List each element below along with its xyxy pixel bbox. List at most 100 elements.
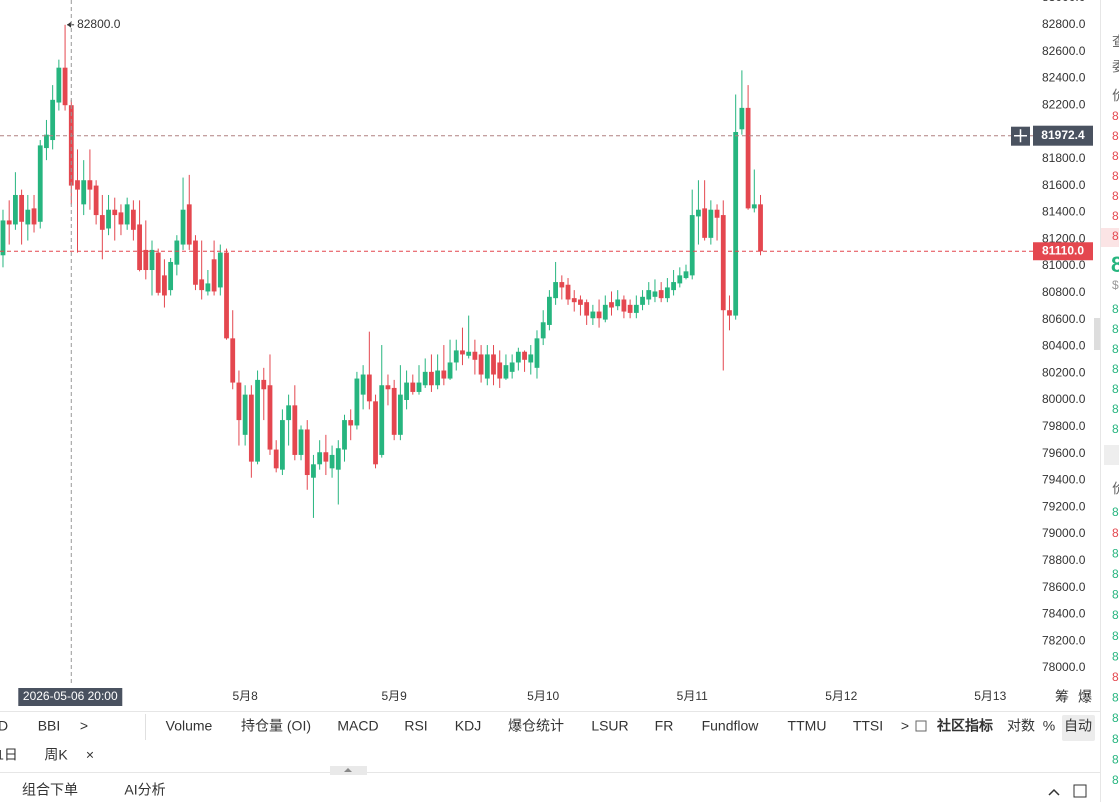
candle-body <box>75 180 80 190</box>
bid-price: 8 <box>1112 382 1119 396</box>
candle-body <box>714 209 720 218</box>
bid-price: 8 <box>1112 322 1119 336</box>
panel-button[interactable] <box>1104 445 1119 465</box>
candle-body <box>484 354 490 379</box>
toolbar-item[interactable]: FR <box>655 718 674 734</box>
candle-body <box>224 252 229 339</box>
candle-body <box>248 394 254 462</box>
axis-tool[interactable]: 筹 <box>1055 689 1069 705</box>
candle-body <box>410 382 416 392</box>
candle-body <box>615 299 621 307</box>
x-tick-label: 5月12 <box>825 689 857 703</box>
candle-body <box>745 107 751 209</box>
candle-body <box>652 291 658 297</box>
crosshair-date-box <box>18 688 123 706</box>
bottom-tab[interactable]: AI分析 <box>124 782 165 798</box>
y-tick-label: 78800.0 <box>1042 553 1086 567</box>
trade-price: 8 <box>1112 629 1119 643</box>
trade-price: 8 <box>1112 608 1119 622</box>
candle-body <box>360 374 366 395</box>
candle-body <box>242 394 248 435</box>
y-tick-label: 79200.0 <box>1042 499 1086 513</box>
candle-body <box>696 209 701 217</box>
candle-body <box>435 370 441 386</box>
toolbar-item[interactable]: 爆仓统计 <box>508 718 564 734</box>
toolbar-item[interactable]: RSI <box>404 718 427 734</box>
crosshair-date-label: 2026-05-06 20:00 <box>23 689 118 703</box>
toolbar-item[interactable]: MACD <box>337 718 378 734</box>
candle-body <box>590 311 596 319</box>
candle-body <box>683 271 689 279</box>
candle-body <box>429 371 434 386</box>
candle-body <box>87 180 93 190</box>
candle-body <box>267 385 273 450</box>
toolbar-item[interactable]: > <box>901 718 909 734</box>
candle-body <box>447 362 453 379</box>
toolbar-item[interactable]: TTMU <box>788 718 827 734</box>
trade-price: 8 <box>1112 670 1119 684</box>
candle-body <box>646 290 652 300</box>
toolbar-item[interactable]: KDJ <box>455 718 481 734</box>
candle-body <box>317 452 323 465</box>
candle-body <box>25 209 31 225</box>
last-price-box <box>1033 242 1093 261</box>
toolbar-item[interactable]: Fundflow <box>702 718 760 734</box>
candle-body <box>677 275 683 284</box>
candle-body <box>44 134 49 149</box>
toolbar-item[interactable]: > <box>80 718 88 734</box>
bid-price: 8 <box>1112 402 1119 416</box>
candle-body <box>211 259 217 292</box>
toolbar-item[interactable]: Volume <box>166 718 213 734</box>
toolbar-item[interactable]: D <box>0 718 8 734</box>
candle-body <box>515 351 521 363</box>
candle-body <box>689 215 695 276</box>
toolbar-item[interactable]: % <box>1043 718 1055 734</box>
candle-body <box>397 394 403 435</box>
period-item[interactable]: 1日 <box>0 747 18 763</box>
ask-price: 8 <box>1112 209 1119 223</box>
candle-body <box>404 382 409 400</box>
candle-body <box>137 224 142 271</box>
bottom-tab[interactable]: 组合下单 <box>22 782 78 798</box>
ask-price: 8 <box>1112 189 1119 203</box>
y-tick-label: 80800.0 <box>1042 285 1086 299</box>
candle-body <box>261 379 267 390</box>
candle-body <box>422 371 428 386</box>
candle-body <box>503 365 509 379</box>
bid-price: 8 <box>1112 422 1119 436</box>
toolbar-item[interactable]: 持仓量 (OI) <box>241 718 311 734</box>
toolbar-item[interactable]: 对数 <box>1007 718 1035 734</box>
candle-body <box>174 240 180 265</box>
candle-body <box>491 354 496 375</box>
candle-body <box>112 209 118 216</box>
toolbar-item[interactable]: 社区指标 <box>936 718 993 734</box>
axis-tool[interactable]: 爆 <box>1078 689 1092 705</box>
candle-body <box>640 296 645 305</box>
candle-body <box>255 379 260 462</box>
edit-icon[interactable] <box>915 720 927 732</box>
collapse-icon[interactable] <box>1048 788 1060 796</box>
y-tick-label: 81800.0 <box>1042 151 1086 165</box>
candle-body <box>273 449 279 469</box>
period-item[interactable]: × <box>86 747 94 763</box>
toolbar-item[interactable]: LSUR <box>591 718 628 734</box>
panel-header: 查 <box>1112 34 1119 50</box>
candle-body <box>509 362 515 372</box>
period-item[interactable]: 周K <box>44 747 68 763</box>
y-tick-label: 78400.0 <box>1042 607 1086 621</box>
y-tick-label: 80200.0 <box>1042 365 1086 379</box>
toolbar-divider <box>0 711 1100 712</box>
panel-toggle[interactable] <box>1094 318 1100 350</box>
candle-body <box>739 107 745 130</box>
toolbar-item[interactable]: TTSI <box>853 718 883 734</box>
candle-body <box>528 354 534 363</box>
expand-icon[interactable] <box>1073 784 1087 798</box>
candle-body <box>50 99 56 141</box>
trade-price: 8 <box>1112 505 1119 519</box>
candle-body <box>664 287 670 299</box>
toolbar-item[interactable]: BBI <box>38 718 61 734</box>
toolbar-item[interactable]: 自动 <box>1064 718 1092 734</box>
max-marker-label: 82800.0 <box>77 17 121 31</box>
candle-body <box>217 252 223 288</box>
